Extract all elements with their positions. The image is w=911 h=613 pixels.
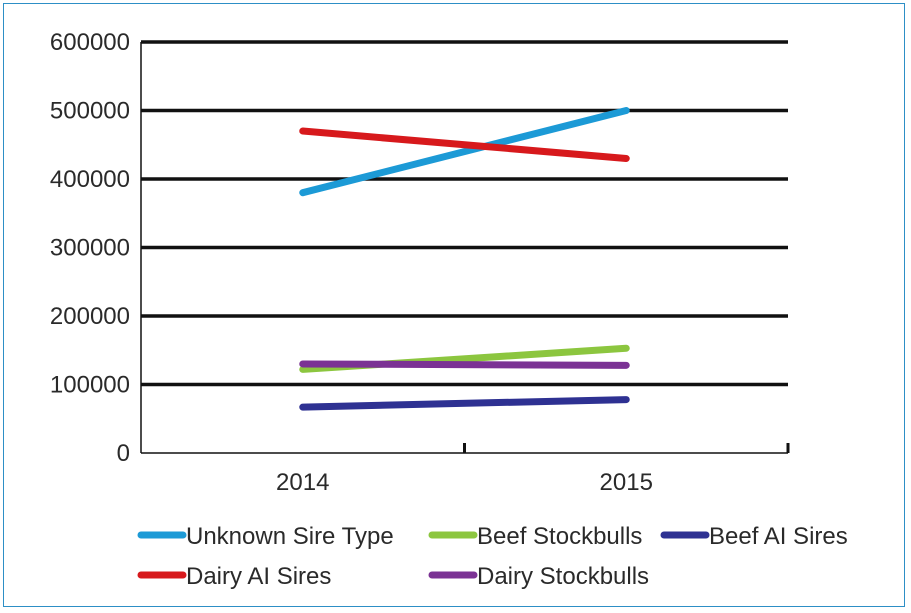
- axes: [140, 42, 790, 454]
- series-line-unknown-sire-type: [299, 107, 630, 197]
- legend-item: Dairy AI Sires: [137, 563, 331, 590]
- legend: Unknown Sire Type Beef Stockbulls Beef AI …: [137, 523, 848, 590]
- legend-item: Dairy Stockbulls: [428, 563, 649, 590]
- legend-label: Dairy AI Sires: [186, 563, 331, 590]
- series-line-beef-ai-sires: [299, 396, 630, 411]
- legend-item: Beef AI Sires: [660, 523, 848, 550]
- y-tick-label: 0: [117, 440, 130, 467]
- legend-label: Beef Stockbulls: [477, 523, 642, 550]
- x-tick-label: 2015: [600, 469, 653, 496]
- chart-frame: [3, 3, 905, 607]
- y-tick-label: 200000: [50, 303, 130, 330]
- series-lines: [299, 107, 630, 411]
- legend-label: Dairy Stockbulls: [477, 563, 649, 590]
- y-tick-label: 600000: [50, 29, 130, 56]
- y-tick-label: 300000: [50, 235, 130, 262]
- legend-label: Unknown Sire Type: [186, 523, 394, 550]
- x-tick-label: 2014: [276, 469, 329, 496]
- legend-item: Beef Stockbulls: [428, 523, 642, 550]
- y-tick-labels: 0 100000 200000 300000 400000 500000 600000: [50, 29, 130, 467]
- y-tick-label: 100000: [50, 372, 130, 399]
- x-tick-labels: 2014 2015: [276, 469, 653, 496]
- gridlines: [141, 40, 788, 387]
- legend-item: Unknown Sire Type: [137, 523, 394, 550]
- series-line-dairy-ai-sires: [299, 127, 630, 162]
- legend-label: Beef AI Sires: [709, 523, 848, 550]
- y-tick-label: 500000: [50, 98, 130, 125]
- y-tick-label: 400000: [50, 166, 130, 193]
- series-line-dairy-stockbulls: [299, 360, 630, 369]
